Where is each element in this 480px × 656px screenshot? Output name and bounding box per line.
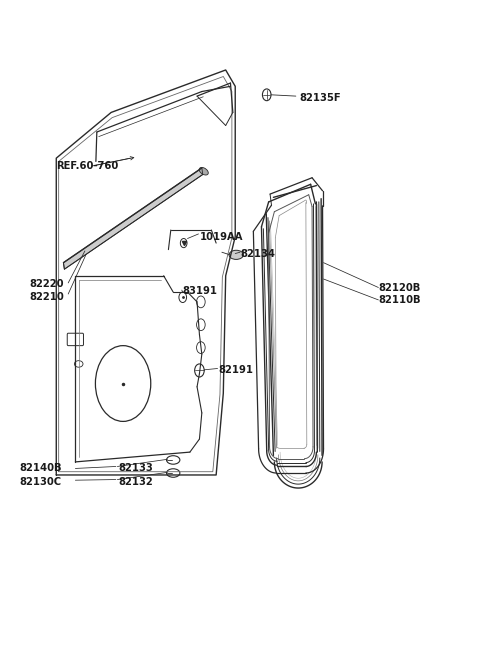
Ellipse shape xyxy=(229,251,243,259)
Text: 82210: 82210 xyxy=(29,292,64,302)
Polygon shape xyxy=(63,168,203,269)
Text: 82120B: 82120B xyxy=(378,283,420,293)
Text: 82132: 82132 xyxy=(118,476,153,487)
Text: REF.60-760: REF.60-760 xyxy=(56,161,119,171)
Text: 82220: 82220 xyxy=(29,279,63,289)
Text: 83191: 83191 xyxy=(183,286,218,296)
Text: 82135F: 82135F xyxy=(300,93,341,103)
Ellipse shape xyxy=(199,167,208,175)
Text: 82140B: 82140B xyxy=(20,463,62,474)
Text: 82110B: 82110B xyxy=(378,295,421,305)
Text: 1019AA: 1019AA xyxy=(199,232,243,241)
Text: 82133: 82133 xyxy=(118,463,153,474)
Text: 82130C: 82130C xyxy=(20,476,61,487)
Text: 82134: 82134 xyxy=(240,249,275,259)
Text: 82191: 82191 xyxy=(218,365,253,375)
